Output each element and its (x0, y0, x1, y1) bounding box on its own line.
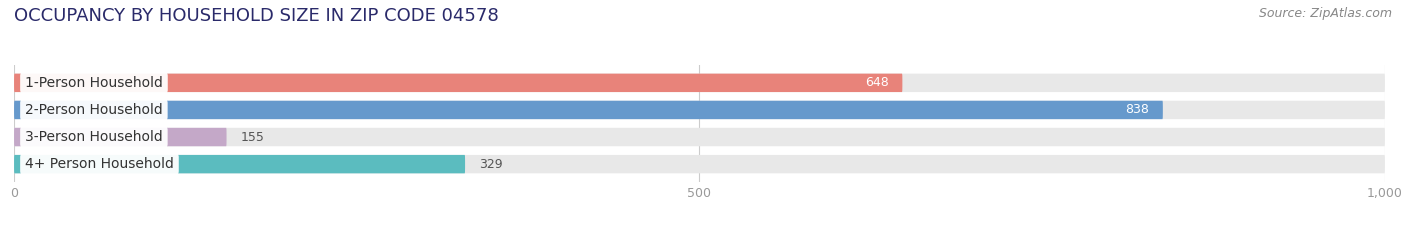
Text: 1-Person Household: 1-Person Household (25, 76, 163, 90)
FancyBboxPatch shape (14, 155, 465, 173)
FancyBboxPatch shape (14, 101, 1163, 119)
Text: Source: ZipAtlas.com: Source: ZipAtlas.com (1258, 7, 1392, 20)
Text: 2-Person Household: 2-Person Household (25, 103, 163, 117)
FancyBboxPatch shape (14, 74, 1385, 92)
FancyBboxPatch shape (14, 128, 1385, 146)
FancyBboxPatch shape (14, 74, 903, 92)
Text: 329: 329 (479, 158, 502, 171)
Text: 838: 838 (1125, 103, 1149, 116)
FancyBboxPatch shape (14, 101, 1385, 119)
Text: 3-Person Household: 3-Person Household (25, 130, 163, 144)
Text: 155: 155 (240, 130, 264, 144)
Text: OCCUPANCY BY HOUSEHOLD SIZE IN ZIP CODE 04578: OCCUPANCY BY HOUSEHOLD SIZE IN ZIP CODE … (14, 7, 499, 25)
Text: 648: 648 (865, 76, 889, 89)
FancyBboxPatch shape (14, 155, 1385, 173)
Text: 4+ Person Household: 4+ Person Household (25, 157, 174, 171)
FancyBboxPatch shape (14, 128, 226, 146)
